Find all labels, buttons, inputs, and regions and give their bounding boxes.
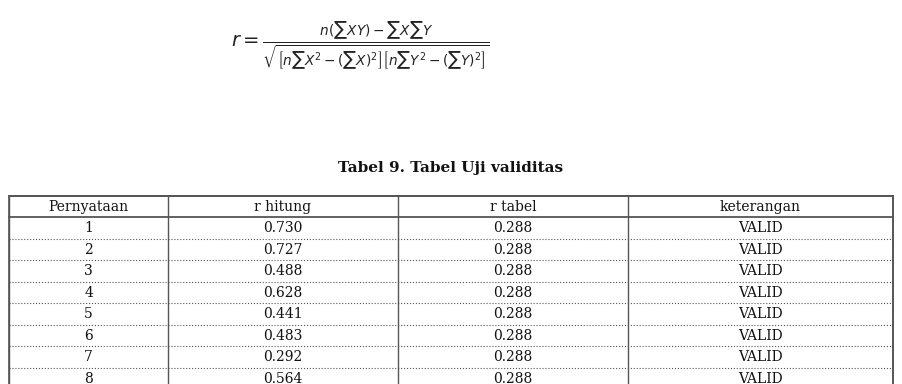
Text: 3: 3 xyxy=(84,264,93,278)
Text: 0.292: 0.292 xyxy=(263,350,303,364)
Text: VALID: VALID xyxy=(738,286,783,300)
Text: $r = \frac{n(\sum XY) - \sum X \sum Y}{\sqrt{\left[n\sum X^2 - (\sum X)^2\right]: $r = \frac{n(\sum XY) - \sum X \sum Y}{\… xyxy=(231,19,491,73)
Text: 0.288: 0.288 xyxy=(493,307,532,321)
Bar xyxy=(9,196,893,384)
Text: 1: 1 xyxy=(84,221,93,235)
Text: VALID: VALID xyxy=(738,329,783,343)
Text: 0.441: 0.441 xyxy=(263,307,303,321)
Text: VALID: VALID xyxy=(738,307,783,321)
Text: VALID: VALID xyxy=(738,372,783,384)
Text: 0.730: 0.730 xyxy=(263,221,303,235)
Text: 4: 4 xyxy=(84,286,93,300)
Text: 0.483: 0.483 xyxy=(263,329,303,343)
Text: r tabel: r tabel xyxy=(490,200,536,214)
Text: VALID: VALID xyxy=(738,264,783,278)
Text: 8: 8 xyxy=(84,372,93,384)
Text: VALID: VALID xyxy=(738,350,783,364)
Text: 0.564: 0.564 xyxy=(263,372,303,384)
Text: VALID: VALID xyxy=(738,243,783,257)
Text: 0.288: 0.288 xyxy=(493,350,532,364)
Text: r hitung: r hitung xyxy=(254,200,311,214)
Text: 0.288: 0.288 xyxy=(493,329,532,343)
Text: 0.288: 0.288 xyxy=(493,221,532,235)
Text: 5: 5 xyxy=(84,307,93,321)
Text: 0.288: 0.288 xyxy=(493,243,532,257)
Text: Tabel 9. Tabel Uji validitas: Tabel 9. Tabel Uji validitas xyxy=(338,161,564,175)
Text: 0.288: 0.288 xyxy=(493,264,532,278)
Text: VALID: VALID xyxy=(738,221,783,235)
Text: 0.288: 0.288 xyxy=(493,372,532,384)
Text: 2: 2 xyxy=(84,243,93,257)
Text: 0.288: 0.288 xyxy=(493,286,532,300)
Text: 6: 6 xyxy=(84,329,93,343)
Text: 7: 7 xyxy=(84,350,93,364)
Text: 0.727: 0.727 xyxy=(263,243,303,257)
Text: 0.488: 0.488 xyxy=(263,264,303,278)
Text: 0.628: 0.628 xyxy=(263,286,303,300)
Text: keterangan: keterangan xyxy=(720,200,801,214)
Text: Pernyataan: Pernyataan xyxy=(49,200,129,214)
